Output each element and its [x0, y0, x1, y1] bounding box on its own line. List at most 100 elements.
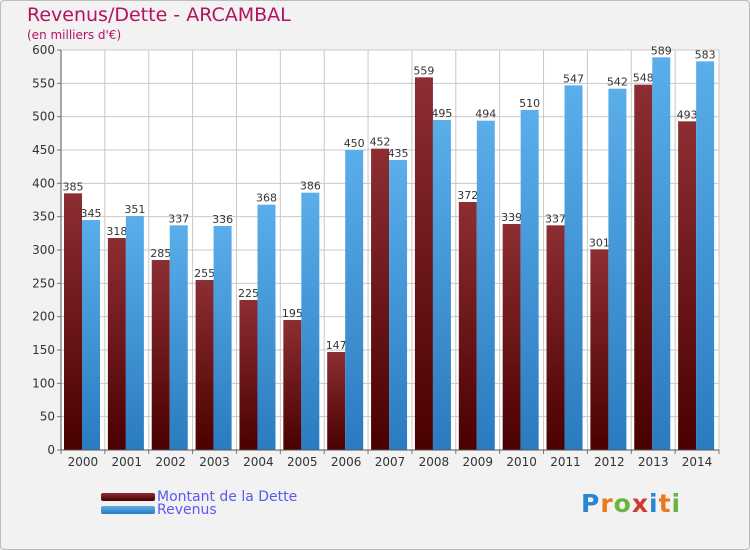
bar-dette	[107, 238, 126, 450]
bar-revenus	[301, 192, 320, 450]
bar-revenus	[564, 85, 583, 450]
proxiti-logo: Proxiti	[581, 489, 681, 518]
bar-revenus	[257, 204, 276, 450]
data-label-dette: 285	[150, 247, 171, 260]
bar-revenus	[169, 225, 188, 450]
y-tick-label: 50	[40, 410, 55, 424]
y-tick-label: 500	[32, 110, 55, 124]
bar-dette	[151, 260, 170, 450]
legend-item-debt: Montant de la Dette	[101, 489, 297, 505]
bar-revenus	[213, 226, 232, 450]
y-tick-label: 200	[32, 310, 55, 324]
chart-title: Revenus/Dette - ARCAMBAL	[27, 4, 291, 26]
data-label-revenus: 583	[695, 48, 716, 61]
logo-letter: t	[658, 489, 672, 518]
legend-swatch-revenus	[101, 506, 155, 514]
y-tick-label: 0	[47, 443, 55, 457]
data-label-revenus: 351	[124, 203, 145, 216]
data-label-dette: 385	[63, 180, 84, 193]
x-tick-label: 2000	[68, 455, 99, 469]
bar-revenus	[652, 57, 671, 450]
bar-revenus	[345, 150, 364, 450]
data-label-dette: 339	[501, 211, 522, 224]
x-tick-label: 2012	[594, 455, 625, 469]
logo-letter: P	[581, 489, 601, 518]
bar-dette	[458, 202, 477, 450]
x-tick-label: 2004	[243, 455, 274, 469]
logo-letter: i	[671, 489, 682, 518]
x-tick-label: 2003	[199, 455, 230, 469]
bar-dette	[327, 352, 346, 450]
y-tick-label: 400	[32, 176, 55, 190]
data-label-revenus: 336	[212, 213, 233, 226]
data-label-revenus: 510	[519, 97, 540, 110]
y-tick-label: 450	[32, 143, 55, 157]
x-tick-label: 2005	[287, 455, 318, 469]
bar-dette	[502, 224, 521, 450]
data-label-revenus: 386	[300, 180, 321, 193]
y-tick-label: 250	[32, 276, 55, 290]
data-label-dette: 318	[106, 225, 127, 238]
data-label-dette: 301	[589, 236, 610, 249]
data-label-revenus: 435	[388, 147, 409, 160]
bar-dette	[678, 121, 697, 450]
data-label-revenus: 547	[563, 72, 584, 85]
data-label-dette: 225	[238, 287, 259, 300]
x-tick-label: 2010	[506, 455, 537, 469]
data-label-revenus: 589	[651, 44, 672, 57]
data-label-dette: 372	[457, 189, 478, 202]
y-tick-label: 600	[32, 43, 55, 57]
bar-dette	[590, 249, 609, 450]
y-tick-label: 100	[32, 376, 55, 390]
y-tick-label: 300	[32, 243, 55, 257]
x-tick-label: 2014	[682, 455, 713, 469]
data-label-revenus: 368	[256, 192, 277, 205]
logo-letter: x	[631, 489, 649, 518]
y-tick-label: 350	[32, 210, 55, 224]
x-tick-label: 2002	[155, 455, 186, 469]
y-tick-label: 150	[32, 343, 55, 357]
bar-revenus	[608, 88, 627, 451]
bar-revenus	[125, 216, 144, 450]
legend-swatch-debt	[101, 493, 155, 501]
data-label-dette: 195	[282, 307, 303, 320]
data-label-revenus: 495	[431, 107, 452, 120]
data-label-revenus: 345	[81, 207, 102, 220]
data-label-dette: 255	[194, 267, 215, 280]
bar-dette	[64, 193, 82, 451]
x-tick-label: 2007	[375, 455, 406, 469]
x-tick-label: 2008	[419, 455, 450, 469]
x-tick-label: 2013	[638, 455, 669, 469]
y-tick-label: 550	[32, 76, 55, 90]
data-label-dette: 548	[633, 72, 654, 85]
data-label-dette: 559	[413, 64, 434, 77]
x-tick-label: 2006	[331, 455, 362, 469]
legend-item-revenus: Revenus	[101, 502, 217, 518]
bar-dette	[283, 320, 302, 450]
bar-revenus	[432, 120, 451, 450]
data-label-revenus: 542	[607, 76, 628, 89]
bar-revenus	[696, 61, 715, 450]
chart-subtitle: (en milliers d'€)	[27, 28, 122, 42]
legend-label-revenus: Revenus	[157, 502, 217, 518]
x-tick-label: 2011	[550, 455, 581, 469]
bar-revenus	[520, 110, 539, 450]
data-label-revenus: 450	[344, 137, 365, 150]
logo-letter: r	[600, 489, 614, 518]
x-tick-label: 2009	[462, 455, 493, 469]
x-tick-label: 2001	[112, 455, 143, 469]
bar-dette	[195, 280, 214, 450]
data-label-dette: 452	[370, 136, 391, 149]
bar-dette	[546, 225, 565, 450]
data-label-dette: 337	[545, 212, 566, 225]
bar-revenus	[476, 120, 495, 451]
data-label-dette: 493	[677, 108, 698, 121]
logo-letter: i	[649, 489, 659, 518]
bar-dette	[414, 77, 433, 450]
data-label-dette: 147	[326, 339, 347, 352]
bar-revenus	[82, 220, 100, 450]
bar-dette	[239, 300, 258, 450]
logo-letter: o	[613, 489, 632, 518]
legend-label-debt: Montant de la Dette	[157, 489, 298, 505]
